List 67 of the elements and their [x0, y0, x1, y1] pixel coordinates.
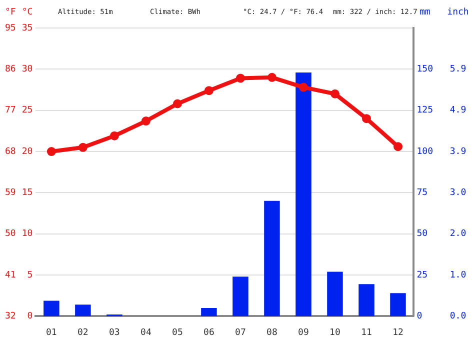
x-tick-label: 01 — [46, 328, 57, 338]
text: 4.9 — [450, 106, 466, 116]
bar — [327, 272, 343, 316]
point — [204, 86, 214, 96]
y-axis-title: °C — [22, 7, 33, 18]
point — [267, 72, 276, 82]
point — [172, 99, 182, 108]
point — [393, 142, 402, 152]
y3-tick-label: 50 — [4, 229, 16, 240]
bar — [296, 72, 312, 316]
y-tick-label: 20 — [22, 146, 33, 157]
y2-tick-label: 100 — [416, 146, 434, 157]
point — [362, 114, 371, 124]
point — [46, 147, 56, 156]
y2-tick-label: 150 — [416, 64, 434, 75]
text: 3.9 — [450, 146, 466, 157]
point — [236, 74, 245, 83]
y-tick-label: 0 — [27, 312, 33, 322]
y-tick-label: 10 — [22, 229, 33, 240]
y3-axis-title: °F — [4, 7, 16, 18]
bar — [75, 304, 91, 316]
text: inch — [447, 7, 469, 18]
y3-tick-label: 77 — [4, 106, 16, 116]
text: 3.0 — [450, 188, 466, 198]
x-tick-label: 05 — [172, 328, 183, 338]
y2-tick-label: 25 — [416, 270, 428, 280]
y2-tick-label: 75 — [416, 188, 428, 198]
y3-tick-label: 32 — [4, 312, 16, 322]
text: 5.9 — [450, 64, 466, 75]
y-tick-label: 15 — [22, 188, 33, 198]
y-tick-label: 25 — [22, 106, 33, 116]
point — [330, 89, 340, 98]
y-tick-label: 35 — [22, 23, 33, 34]
point — [110, 131, 119, 140]
bar — [201, 308, 217, 316]
bar — [358, 284, 374, 316]
bar — [390, 293, 406, 316]
x-tick-label: 12 — [392, 328, 404, 338]
y2-tick-label: 0 — [416, 312, 422, 322]
y2-tick-label: 125 — [416, 106, 434, 116]
x-tick-label: 02 — [78, 328, 88, 338]
x-tick-label: 09 — [298, 328, 309, 338]
y3-tick-label: 59 — [4, 188, 16, 198]
bar — [44, 300, 60, 316]
y3-tick-label: 95 — [4, 23, 16, 34]
y2-tick-label: 50 — [416, 229, 428, 240]
x-tick-label: 06 — [204, 328, 214, 338]
y2-axis-title: mm — [419, 7, 430, 18]
text: 0.0 — [450, 312, 466, 322]
text: 2.0 — [450, 229, 466, 240]
y3-tick-label: 86 — [4, 64, 16, 75]
y3-tick-label: 68 — [4, 146, 16, 157]
point — [298, 82, 308, 92]
x-tick-label: 04 — [140, 328, 152, 338]
text: 1.0 — [450, 270, 466, 280]
y-tick-label: 30 — [22, 64, 33, 75]
x-tick-label: 10 — [330, 328, 340, 338]
x-tick-label: 11 — [361, 328, 372, 338]
y-tick-label: 5 — [27, 270, 33, 280]
point — [141, 116, 150, 126]
y3-tick-label: 41 — [4, 270, 16, 280]
x-tick-label: 03 — [109, 328, 120, 338]
point — [78, 142, 88, 152]
bar — [232, 276, 248, 316]
x-tick-label: 08 — [266, 328, 278, 338]
x-tick-label: 07 — [235, 328, 246, 338]
bar — [264, 200, 280, 316]
